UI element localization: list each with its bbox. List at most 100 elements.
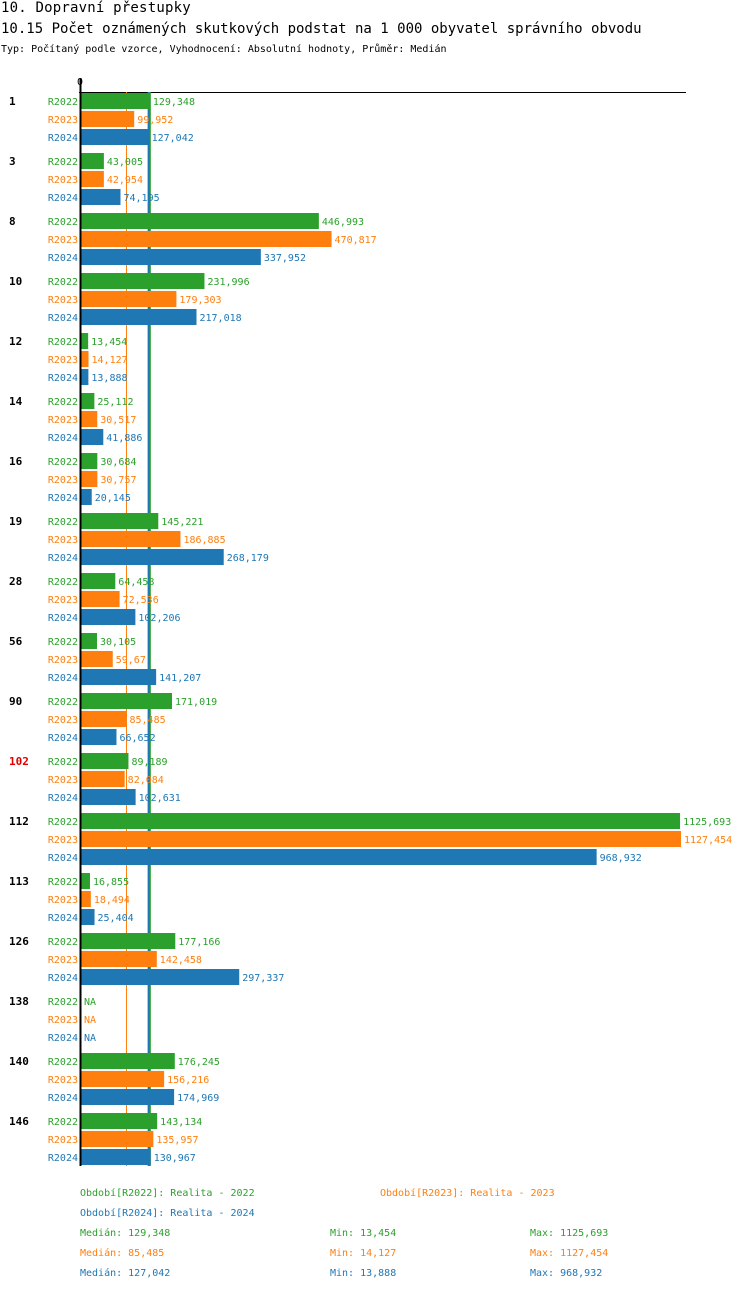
category-label: 28	[9, 575, 22, 588]
bar	[81, 531, 181, 547]
data-label: 18,494	[94, 895, 130, 906]
series-label: R2023	[48, 1135, 78, 1146]
series-label: R2023	[48, 295, 78, 306]
bar	[81, 933, 176, 949]
data-label: 89,189	[131, 757, 167, 768]
series-label: R2024	[48, 193, 78, 204]
bar	[81, 291, 177, 307]
series-label: R2024	[48, 373, 78, 384]
data-label: 337,952	[264, 253, 306, 264]
data-label: 186,885	[183, 535, 225, 546]
chart-meta: Typ: Počítaný podle vzorce, Vyhodnocení:…	[1, 44, 447, 55]
data-label: 30,105	[100, 637, 136, 648]
bar	[81, 231, 332, 247]
bar	[81, 309, 197, 325]
category-label: 112	[9, 815, 29, 828]
category-label: 19	[9, 515, 22, 528]
series-label: R2023	[48, 115, 78, 126]
series-label: R2023	[48, 415, 78, 426]
category-label: 56	[9, 635, 23, 648]
bar	[81, 453, 98, 469]
series-label: R2024	[48, 973, 78, 984]
series-label: R2023	[48, 835, 78, 846]
bar	[81, 171, 104, 187]
data-label: 30,517	[100, 415, 136, 426]
series-label: R2023	[48, 535, 78, 546]
data-label: NA	[84, 1015, 96, 1026]
data-label: 99,952	[137, 115, 173, 126]
series-label: R2024	[48, 853, 78, 864]
section-title: 10. Dopravní přestupky	[1, 0, 191, 16]
series-label: R2022	[48, 217, 78, 228]
data-label: 30,684	[100, 457, 136, 468]
series-label: R2022	[48, 97, 78, 108]
bar	[81, 111, 135, 127]
bar	[81, 693, 173, 709]
series-label: R2022	[48, 457, 78, 468]
series-label: R2024	[48, 313, 78, 324]
chart-title: 10.15 Počet oznámených skutkových podsta…	[1, 21, 642, 37]
bar	[81, 471, 98, 487]
bar	[81, 813, 681, 829]
data-label: 30,757	[100, 475, 136, 486]
data-label: 42,954	[107, 175, 143, 186]
data-label: 59,67	[116, 655, 146, 666]
data-label: 130,967	[154, 1153, 196, 1164]
data-label: 25,112	[97, 397, 133, 408]
series-label: R2023	[48, 955, 78, 966]
series-label: R2023	[48, 1075, 78, 1086]
series-label: R2022	[48, 877, 78, 888]
category-label: 10	[9, 275, 22, 288]
legend-max-r2022: Max: 1125,693	[530, 1228, 609, 1239]
category-label: 3	[9, 155, 16, 168]
data-label: 66,652	[119, 733, 155, 744]
bar	[81, 771, 125, 787]
data-label: 171,019	[175, 697, 217, 708]
bar	[81, 489, 92, 505]
series-label: R2023	[48, 355, 78, 366]
series-label: R2024	[48, 1093, 78, 1104]
category-label: 12	[9, 335, 22, 348]
bar	[81, 273, 205, 289]
series-label: R2024	[48, 1153, 78, 1164]
bar	[81, 129, 149, 145]
bar	[81, 213, 319, 229]
data-label: 85,485	[129, 715, 165, 726]
bar	[81, 591, 120, 607]
series-label: R2022	[48, 517, 78, 528]
series-label: R2023	[48, 775, 78, 786]
series-label: R2023	[48, 895, 78, 906]
data-label: 13,454	[91, 337, 127, 348]
data-label: 1125,693	[683, 817, 731, 828]
data-label: 142,458	[160, 955, 202, 966]
bar	[81, 369, 89, 385]
data-label: 231,996	[207, 277, 249, 288]
data-label: 446,993	[322, 217, 364, 228]
data-label: 145,221	[161, 517, 203, 528]
data-label: 179,303	[179, 295, 221, 306]
bar	[81, 831, 681, 847]
legend-max-r2023: Max: 1127,454	[530, 1248, 609, 1259]
category-label: 113	[9, 875, 29, 888]
series-label: R2024	[48, 1033, 78, 1044]
data-label: 72,536	[123, 595, 159, 606]
series-label: R2024	[48, 133, 78, 144]
bar	[81, 1089, 175, 1105]
data-label: NA	[84, 997, 96, 1008]
data-label: 102,206	[138, 613, 180, 624]
legend-median-r2024: Medián: 127,042	[80, 1268, 171, 1279]
series-label: R2023	[48, 715, 78, 726]
series-label: R2022	[48, 397, 78, 408]
series-label: R2023	[48, 475, 78, 486]
bar	[81, 873, 90, 889]
data-label: 1127,454	[684, 835, 732, 846]
series-label: R2022	[48, 697, 78, 708]
series-label: R2022	[48, 337, 78, 348]
data-label: 968,932	[600, 853, 642, 864]
series-label: R2022	[48, 157, 78, 168]
category-label: 146	[9, 1115, 29, 1128]
bar	[81, 753, 129, 769]
legend-max-r2024: Max: 968,932	[530, 1268, 603, 1279]
series-label: R2024	[48, 493, 78, 504]
data-label: 41,886	[106, 433, 142, 444]
